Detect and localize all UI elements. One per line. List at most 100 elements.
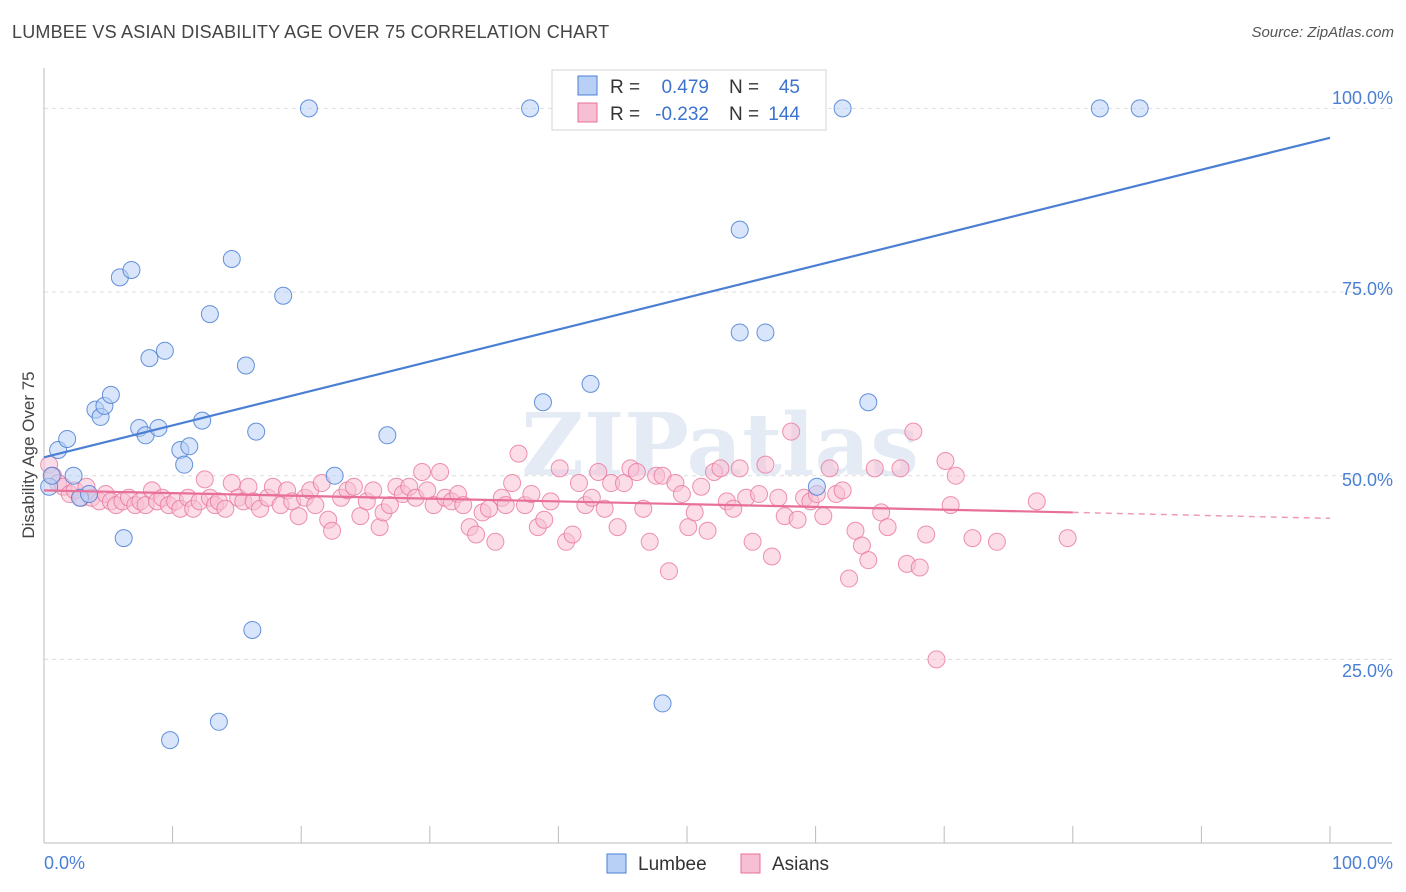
lumbee-point bbox=[161, 731, 180, 750]
asians-point bbox=[859, 551, 878, 570]
lumbee-legend-marker bbox=[606, 853, 627, 874]
asians-trend-extension bbox=[1072, 511, 1331, 520]
asians-point bbox=[589, 463, 608, 482]
lumbee-point bbox=[274, 286, 293, 305]
asians-point bbox=[640, 532, 659, 551]
lumbee-point bbox=[247, 422, 266, 441]
asians-point bbox=[672, 485, 691, 504]
gridlines bbox=[44, 107, 1392, 660]
y-tick-label-50: 50.0% bbox=[1342, 470, 1393, 490]
y-tick-label-100: 100.0% bbox=[1332, 88, 1393, 108]
lumbee-point bbox=[42, 466, 61, 485]
source-label: Source: ZipAtlas.com bbox=[1251, 24, 1394, 41]
lumbee-point bbox=[299, 99, 318, 118]
asians-n-label: N = bbox=[729, 104, 759, 125]
y-axis-label: Disability Age Over 75 bbox=[19, 371, 38, 538]
lumbee-point bbox=[200, 305, 219, 324]
asians-trend-line bbox=[43, 489, 1073, 514]
asians-point bbox=[509, 444, 528, 463]
asians-point bbox=[917, 525, 936, 544]
lumbee-point bbox=[807, 477, 826, 496]
asians-point bbox=[904, 422, 923, 441]
asians-point bbox=[522, 485, 541, 504]
asians-r-label: R = bbox=[610, 104, 640, 125]
asians-point bbox=[946, 466, 965, 485]
lumbee-point bbox=[378, 426, 397, 445]
asians-point bbox=[711, 459, 730, 478]
asians-point bbox=[627, 463, 646, 482]
lumbee-point bbox=[1130, 99, 1149, 118]
lumbee-point bbox=[325, 466, 344, 485]
lumbee-trend-line bbox=[43, 136, 1331, 459]
lumbee-point bbox=[222, 249, 241, 268]
asians-point bbox=[987, 532, 1006, 551]
asians-point bbox=[1058, 529, 1077, 548]
asians-point bbox=[927, 650, 946, 669]
series-legend: Lumbee Asians bbox=[606, 853, 829, 875]
lumbee-n-value: 45 bbox=[779, 77, 800, 98]
asians-point bbox=[788, 510, 807, 529]
asians-point bbox=[659, 562, 678, 581]
watermark: ZIPatlas bbox=[521, 395, 919, 496]
asians-point bbox=[762, 547, 781, 566]
lumbee-r-value: 0.479 bbox=[661, 77, 709, 98]
asians-point bbox=[833, 481, 852, 500]
asians-point bbox=[814, 507, 833, 526]
asians-point bbox=[486, 532, 505, 551]
asians-point bbox=[535, 510, 554, 529]
asians-point bbox=[454, 496, 473, 515]
asians-point bbox=[608, 518, 627, 537]
asians-point bbox=[431, 463, 450, 482]
lumbee-legend-swatch bbox=[577, 75, 598, 96]
lumbee-point bbox=[64, 466, 83, 485]
asians-point bbox=[569, 474, 588, 493]
chart-title: LUMBEE VS ASIAN DISABILITY AGE OVER 75 C… bbox=[12, 22, 610, 42]
lumbee-point bbox=[521, 99, 540, 118]
asians-point bbox=[692, 477, 711, 496]
asians-point bbox=[413, 463, 432, 482]
lumbee-point bbox=[1090, 99, 1109, 118]
lumbee-n-label: N = bbox=[729, 77, 759, 98]
asians-point bbox=[878, 518, 897, 537]
lumbee-point bbox=[653, 694, 672, 713]
asians-point bbox=[306, 496, 325, 515]
lumbee-point bbox=[114, 529, 133, 548]
trend-lines bbox=[43, 136, 1331, 520]
y-tick-label-25: 25.0% bbox=[1342, 661, 1393, 681]
asians-point bbox=[698, 521, 717, 540]
asians-legend-swatch bbox=[577, 102, 598, 123]
asians-point bbox=[467, 525, 486, 544]
lumbee-points bbox=[40, 99, 1149, 750]
asians-point bbox=[563, 525, 582, 544]
asians-points bbox=[40, 422, 1077, 669]
asians-legend-marker bbox=[740, 853, 761, 874]
asians-point bbox=[743, 532, 762, 551]
lumbee-point bbox=[730, 323, 749, 342]
lumbee-point bbox=[581, 374, 600, 393]
asians-point bbox=[195, 470, 214, 489]
asians-point bbox=[782, 422, 801, 441]
asians-point bbox=[634, 499, 653, 518]
lumbee-point bbox=[58, 429, 77, 448]
lumbee-point bbox=[859, 393, 878, 412]
lumbee-point bbox=[730, 220, 749, 239]
asians-point bbox=[769, 488, 788, 507]
asians-point bbox=[380, 496, 399, 515]
lumbee-point bbox=[80, 485, 99, 504]
lumbee-point bbox=[209, 712, 228, 731]
asians-point bbox=[865, 459, 884, 478]
asians-point bbox=[891, 459, 910, 478]
asians-point bbox=[936, 452, 955, 470]
lumbee-point bbox=[243, 620, 262, 639]
lumbee-point bbox=[180, 437, 199, 456]
asians-point bbox=[550, 459, 569, 478]
lumbee-point bbox=[756, 323, 775, 342]
asians-point bbox=[595, 499, 614, 518]
lumbee-point bbox=[833, 99, 852, 118]
lumbee-point bbox=[155, 341, 174, 360]
lumbee-point bbox=[236, 356, 255, 375]
asians-legend-label: Asians bbox=[772, 854, 829, 875]
asians-point bbox=[910, 558, 929, 577]
asians-point bbox=[503, 474, 522, 493]
